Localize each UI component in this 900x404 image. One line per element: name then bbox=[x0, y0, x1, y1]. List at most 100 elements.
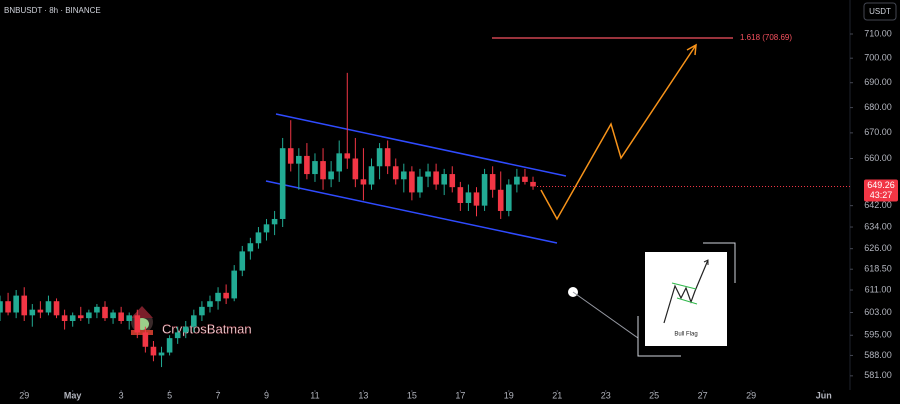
candle bbox=[481, 168, 488, 211]
candle bbox=[239, 245, 246, 277]
candle bbox=[530, 176, 536, 190]
candle-body bbox=[21, 295, 28, 316]
y-tick-label: 626.00 bbox=[864, 243, 892, 253]
candle-body bbox=[392, 166, 399, 180]
x-tick-label: 13 bbox=[358, 390, 368, 400]
candle-body bbox=[239, 251, 246, 271]
candle bbox=[304, 143, 310, 180]
projection-path bbox=[540, 44, 697, 221]
candle bbox=[506, 179, 512, 217]
candle bbox=[174, 326, 181, 344]
candle-body bbox=[514, 176, 520, 185]
candle-body bbox=[328, 171, 334, 180]
candle bbox=[150, 341, 157, 362]
candle bbox=[13, 290, 19, 319]
candle-body bbox=[247, 243, 254, 252]
x-tick-label: 5 bbox=[167, 390, 172, 400]
candle bbox=[158, 346, 165, 368]
candle bbox=[61, 309, 68, 330]
y-tick-label: 603.00 bbox=[864, 307, 892, 317]
x-tick-label: 9 bbox=[264, 390, 269, 400]
candle-body bbox=[360, 179, 367, 185]
candle-body bbox=[158, 352, 165, 356]
candle-body bbox=[142, 332, 149, 347]
x-tick-label: 29 bbox=[746, 390, 756, 400]
inset-panel bbox=[645, 252, 727, 346]
candle bbox=[441, 168, 447, 196]
candle bbox=[465, 184, 472, 211]
y-tick-label: 581.00 bbox=[864, 370, 892, 380]
candle bbox=[223, 284, 229, 305]
candle-body bbox=[29, 309, 36, 316]
candle bbox=[21, 287, 28, 321]
y-tick-label: 670.00 bbox=[864, 127, 892, 137]
candle bbox=[473, 187, 480, 217]
candle-body bbox=[376, 148, 383, 167]
candle bbox=[86, 309, 92, 324]
countdown-label: 43:27 bbox=[870, 190, 893, 200]
candle-body bbox=[126, 315, 133, 321]
candle-body bbox=[489, 174, 496, 190]
x-tick-label: 29 bbox=[19, 390, 29, 400]
candle-body bbox=[5, 301, 11, 313]
candle bbox=[368, 158, 375, 190]
candle bbox=[182, 320, 189, 339]
projection-arrowhead bbox=[686, 43, 697, 56]
currency-button[interactable] bbox=[863, 2, 897, 21]
candle bbox=[5, 292, 11, 316]
x-tick-label: 19 bbox=[504, 390, 514, 400]
candle-body bbox=[102, 306, 108, 319]
candle-body bbox=[13, 295, 19, 313]
candle-body bbox=[522, 176, 528, 182]
candle bbox=[336, 140, 342, 182]
candle bbox=[497, 171, 504, 219]
candle-body bbox=[417, 176, 423, 193]
candle bbox=[425, 163, 431, 188]
fib-level-label: 1.618 (708.69) bbox=[740, 33, 792, 42]
candle-body bbox=[263, 224, 270, 233]
candle-body bbox=[465, 192, 472, 203]
candle-body bbox=[191, 315, 197, 327]
candle-body bbox=[207, 301, 213, 307]
candle bbox=[312, 153, 318, 182]
watermark-text: CryptosBatman bbox=[162, 321, 252, 336]
y-tick-label: 700.00 bbox=[864, 53, 892, 63]
candle bbox=[199, 301, 205, 321]
candle-body bbox=[77, 315, 84, 319]
candle bbox=[320, 148, 326, 190]
inset-flag-bottom bbox=[676, 297, 698, 305]
candle bbox=[69, 312, 76, 327]
y-tick-label: 680.00 bbox=[864, 102, 892, 112]
candle bbox=[0, 295, 3, 321]
x-tick-label: 3 bbox=[119, 390, 124, 400]
currency-label[interactable]: USDT bbox=[869, 7, 891, 16]
x-tick-label: May bbox=[64, 390, 82, 400]
symbol-title: BNBUSDT · 8h · BINANCE bbox=[4, 6, 101, 15]
candle bbox=[296, 148, 302, 190]
bracket-bottom-left bbox=[637, 316, 681, 357]
candle bbox=[384, 140, 391, 175]
candle bbox=[45, 295, 52, 316]
candle-body bbox=[231, 270, 238, 299]
candle-body bbox=[368, 166, 375, 185]
candle-body bbox=[271, 218, 278, 225]
candle-body bbox=[530, 181, 536, 187]
x-tick-label: 15 bbox=[407, 390, 417, 400]
candle bbox=[118, 306, 124, 324]
candle-body bbox=[215, 292, 221, 302]
y-tick-label: 611.00 bbox=[865, 284, 892, 294]
inset-caption: Bull Flag bbox=[674, 332, 697, 338]
candle-body bbox=[134, 315, 141, 333]
candle bbox=[409, 166, 415, 201]
candle-body bbox=[118, 312, 124, 321]
candle-body bbox=[37, 309, 44, 313]
candle-body bbox=[0, 301, 3, 313]
candle bbox=[231, 265, 238, 302]
candle bbox=[255, 227, 262, 249]
candle bbox=[522, 168, 528, 185]
candle-body bbox=[425, 171, 431, 177]
candle-body bbox=[409, 171, 415, 193]
candle-body bbox=[287, 148, 294, 164]
x-tick-label: 21 bbox=[552, 390, 562, 400]
